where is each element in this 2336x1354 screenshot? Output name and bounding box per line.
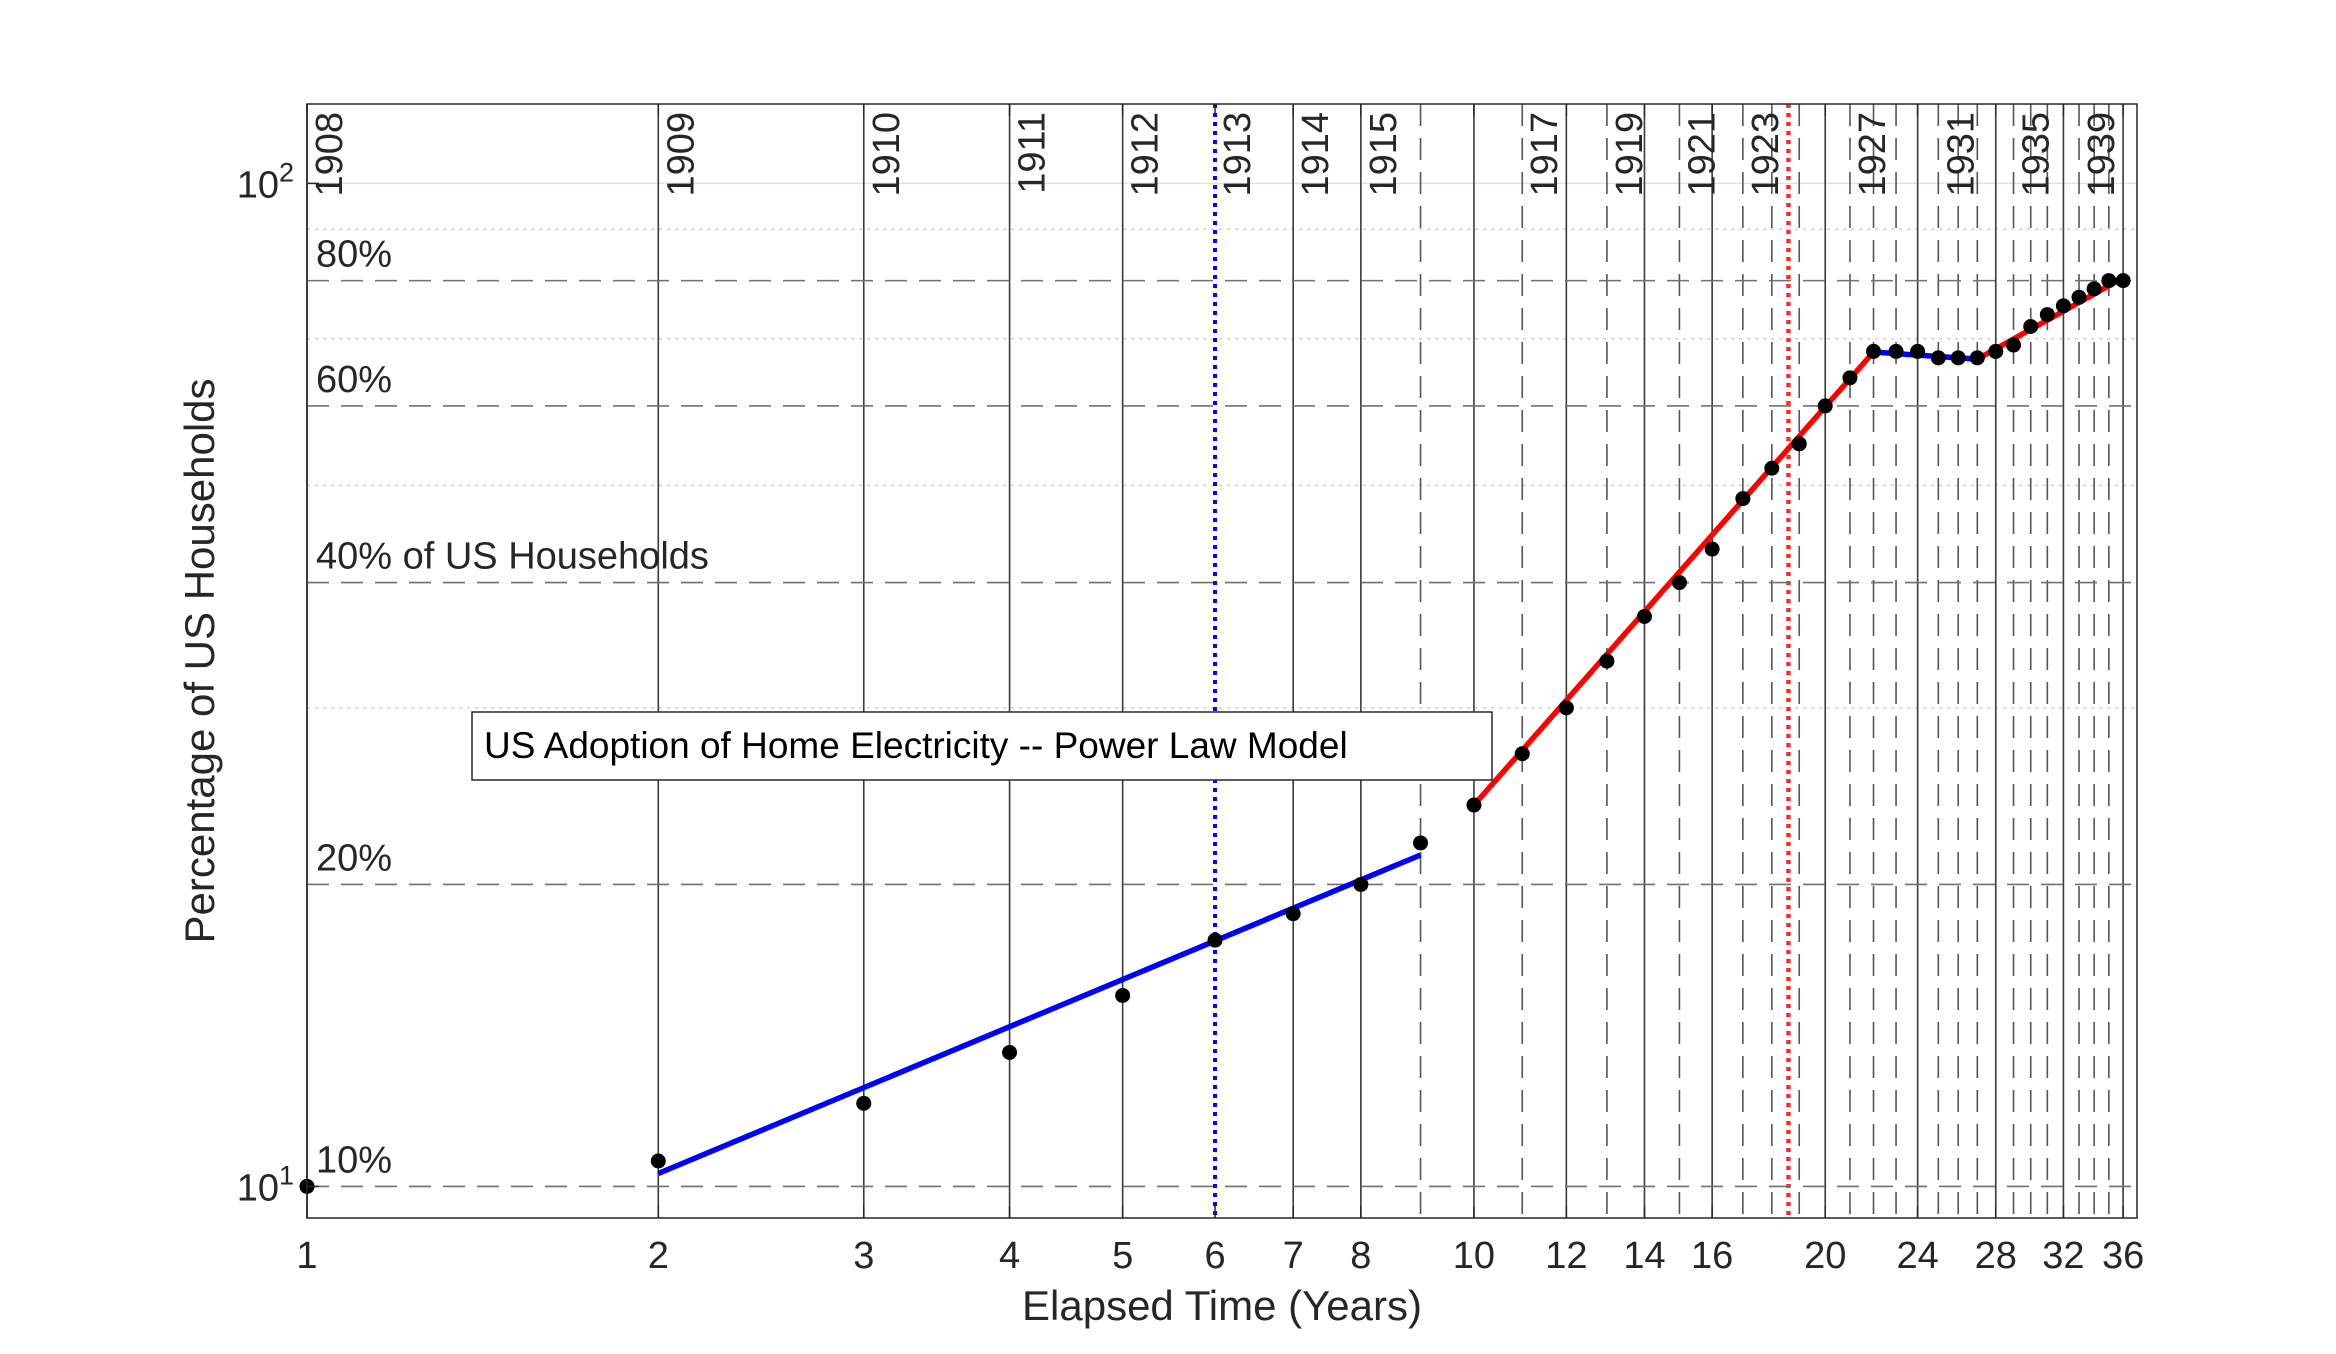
year-label: 1913 <box>1217 112 1259 197</box>
data-point <box>1115 987 1131 1003</box>
data-series <box>299 273 2131 1194</box>
x-tick-label: 36 <box>2102 1235 2144 1277</box>
x-tick-label: 5 <box>1112 1235 1133 1277</box>
y-tick-label: 101 <box>237 1160 294 1209</box>
data-point <box>1413 835 1429 851</box>
percent-label: 60% <box>316 359 392 401</box>
data-point <box>1866 343 1882 359</box>
data-point <box>1207 932 1223 948</box>
x-tick-label: 28 <box>1975 1235 2017 1277</box>
data-point <box>1466 797 1482 813</box>
x-tick-label: 14 <box>1623 1235 1665 1277</box>
year-marker-lines <box>306 104 2124 1218</box>
data-point <box>1950 350 1966 366</box>
x-tick-label: 32 <box>2042 1235 2084 1277</box>
x-axis-label: Elapsed Time (Years) <box>1022 1282 1422 1329</box>
data-point <box>2101 273 2117 289</box>
x-tick-label: 24 <box>1896 1235 1938 1277</box>
annotations: 1908 1909 1910 1911 1912 1913 1914 1915 1917 1919… <box>309 112 2123 1181</box>
data-point <box>1930 350 1946 366</box>
data-point <box>1988 343 2004 359</box>
data-point <box>2039 307 2055 323</box>
data-point <box>1353 876 1369 892</box>
chart-title-box: US Adoption of Home Electricity -- Power… <box>471 711 1493 781</box>
data-point <box>2006 337 2022 353</box>
data-point <box>1002 1044 1018 1060</box>
data-point <box>1969 350 1985 366</box>
year-label: 1917 <box>1524 112 1566 197</box>
data-point <box>856 1095 872 1111</box>
x-tick-label: 6 <box>1204 1235 1225 1277</box>
data-point <box>1285 906 1301 922</box>
year-label: 1931 <box>1940 112 1982 197</box>
percent-label: 20% <box>316 837 392 879</box>
percent-label: 10% <box>316 1139 392 1181</box>
data-point <box>2071 289 2087 305</box>
year-label: 1909 <box>660 112 702 197</box>
year-label: 1939 <box>2081 112 2123 197</box>
x-tick-label: 12 <box>1545 1235 1587 1277</box>
percent-label: 40% of US Households <box>316 536 709 578</box>
x-tick-label: 10 <box>1453 1235 1495 1277</box>
data-point <box>1817 398 1833 414</box>
data-point <box>1735 491 1751 507</box>
year-label: 1915 <box>1363 112 1405 197</box>
x-tick-label: 8 <box>1350 1235 1371 1277</box>
data-point <box>1514 746 1530 762</box>
year-label: 1935 <box>2016 112 2058 197</box>
x-tick-label: 2 <box>648 1235 669 1277</box>
chart-title: US Adoption of Home Electricity -- Power… <box>484 725 1348 766</box>
gridlines <box>307 182 2137 709</box>
data-point <box>2086 281 2102 297</box>
data-point <box>2115 273 2131 289</box>
data-point <box>1842 370 1858 386</box>
data-point <box>1636 608 1652 624</box>
y-tick-label: 102 <box>237 157 294 206</box>
x-tick-label: 20 <box>1804 1235 1846 1277</box>
data-point <box>1558 700 1574 716</box>
x-tick-label: 7 <box>1283 1235 1304 1277</box>
percent-label: 80% <box>316 234 392 276</box>
year-label: 1919 <box>1609 112 1651 197</box>
year-label: 1911 <box>1012 112 1054 194</box>
x-tick-label: 3 <box>853 1235 874 1277</box>
year-label: 1910 <box>866 112 908 197</box>
data-point <box>1888 343 1904 359</box>
year-label: 1908 <box>309 112 351 197</box>
plot-area-background <box>307 104 2137 1218</box>
data-point <box>650 1153 666 1169</box>
year-label: 1914 <box>1295 112 1337 197</box>
x-tick-label: 16 <box>1691 1235 1733 1277</box>
data-point <box>1671 575 1687 591</box>
data-point <box>1599 653 1615 669</box>
year-label: 1921 <box>1681 112 1723 197</box>
x-tick-label: 1 <box>296 1235 317 1277</box>
data-point <box>1704 541 1720 557</box>
plot-area-frame <box>306 103 2138 1219</box>
year-label: 1923 <box>1745 112 1787 197</box>
data-point <box>1764 460 1780 476</box>
data-point <box>2055 298 2071 314</box>
year-label: 1912 <box>1125 112 1167 197</box>
year-label: 1927 <box>1852 112 1894 197</box>
data-point <box>2023 319 2039 335</box>
data-point <box>1910 343 1926 359</box>
data-point <box>1791 436 1807 452</box>
y-axis-label: Percentage of US Households <box>176 378 223 943</box>
x-tick-label: 4 <box>999 1235 1020 1277</box>
